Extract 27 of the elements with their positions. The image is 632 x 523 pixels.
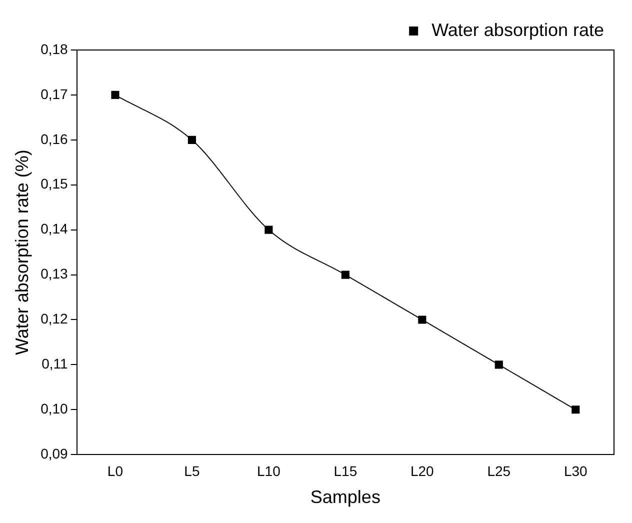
point: [494, 360, 503, 369]
y-tick-label: 0,14: [40, 220, 68, 237]
legend-label: Water absorption rate: [432, 20, 604, 40]
x-tick-label: L0: [107, 462, 124, 479]
x-axis-title: Samples: [310, 487, 380, 508]
x-tick-label: L5: [184, 462, 200, 479]
y-tick-label: 0,11: [42, 356, 68, 372]
x-tick-label: L25: [487, 462, 511, 479]
y-tick-label: 0,12: [40, 310, 68, 327]
x-tick-label: L15: [334, 462, 358, 479]
y-tick-label: 0,16: [40, 130, 68, 147]
y-tick-label: 0,13: [40, 266, 68, 282]
y-axis-title: Water absorption rate (%): [12, 150, 32, 356]
point: [264, 226, 273, 234]
point: [418, 316, 426, 324]
x-tick-label: L30: [564, 462, 588, 479]
y-tick-label: 0,17: [40, 86, 68, 102]
y-tick-label: 0,18: [40, 40, 68, 57]
y-tick-label: 0,09: [40, 445, 68, 462]
y-tick-label: 0,15: [40, 176, 68, 192]
x-tick-label: L20: [410, 462, 434, 479]
point: [572, 406, 580, 414]
point: [341, 270, 350, 279]
y-tick-label: 0,10: [40, 400, 68, 417]
point: [111, 90, 120, 99]
x-tick-label: L10: [257, 462, 281, 479]
point: [188, 136, 196, 144]
